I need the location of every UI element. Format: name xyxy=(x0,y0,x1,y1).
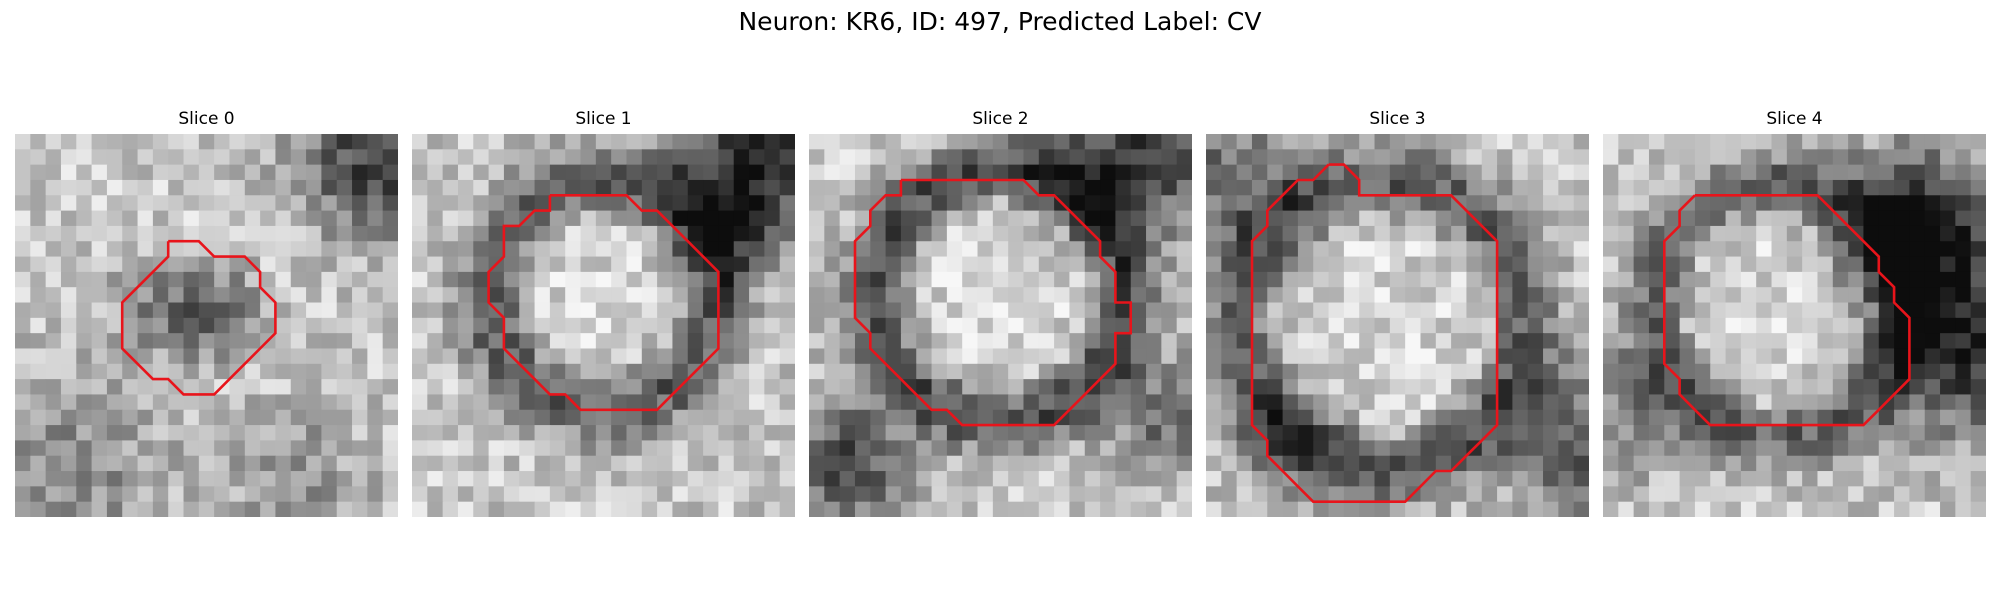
slice-panel-2: Slice 2 xyxy=(809,108,1192,517)
image-pixels xyxy=(809,134,1192,517)
slice-title-1: Slice 1 xyxy=(575,109,632,129)
slice-panel-3: Slice 3 xyxy=(1206,108,1589,517)
slice-image-4 xyxy=(1603,134,1986,517)
slice-image-3 xyxy=(1206,134,1589,517)
slice-title-4: Slice 4 xyxy=(1766,109,1823,129)
image-pixels xyxy=(1603,134,1986,517)
slice-title-0: Slice 0 xyxy=(178,109,235,129)
slice-title-3: Slice 3 xyxy=(1369,109,1426,129)
figure-title: Neuron: KR6, ID: 497, Predicted Label: C… xyxy=(738,7,1262,36)
segmentation-contour xyxy=(1662,193,1911,427)
slice-panel-4: Slice 4 xyxy=(1603,108,1986,517)
slice-panel-0: Slice 0 xyxy=(15,108,398,517)
segmentation-contour xyxy=(487,193,720,412)
segmentation-contour xyxy=(120,239,277,396)
slice-title-2: Slice 2 xyxy=(972,109,1029,129)
segmentation-contour xyxy=(853,178,1133,427)
slice-panel-1: Slice 1 xyxy=(412,108,795,517)
segmentation-contour xyxy=(1250,163,1499,504)
image-pixels xyxy=(1206,134,1589,517)
slice-image-0 xyxy=(15,134,398,517)
slice-image-1 xyxy=(412,134,795,517)
image-pixels xyxy=(412,134,795,517)
slice-image-2 xyxy=(809,134,1192,517)
image-pixels xyxy=(15,134,398,517)
